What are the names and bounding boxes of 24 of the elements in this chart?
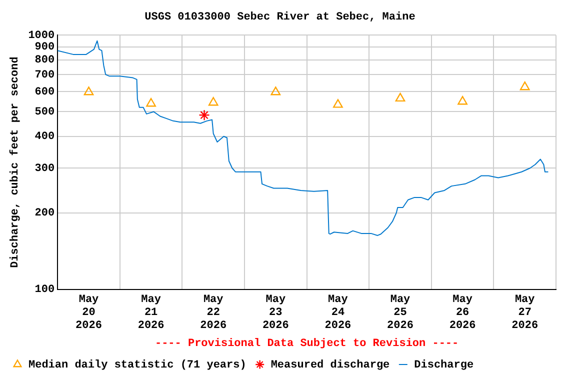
y-tick-label: 200: [34, 208, 55, 220]
y-tick-label: 300: [34, 162, 55, 175]
chart-title: USGS 01033000 Sebec River at Sebec, Maine: [144, 11, 416, 24]
x-tick-label: May 23 2026: [262, 294, 289, 332]
y-tick-label: 700: [34, 69, 55, 82]
y-tick-label: 1000: [28, 30, 55, 42]
y-tick-label: 800: [34, 54, 55, 67]
x-tick-label: May 21 2026: [138, 294, 164, 332]
y-tick-label: 500: [34, 106, 55, 118]
legend-label: Median daily statistic (71 years): [28, 359, 246, 372]
y-tick-label: 600: [34, 86, 55, 98]
legend-label: Discharge: [414, 359, 474, 372]
y-tick-label: 900: [34, 42, 55, 54]
y-tick-label: 400: [34, 131, 55, 144]
legend-label: Measured discharge: [270, 359, 390, 372]
x-tick-label: May 25 2026: [387, 294, 414, 332]
x-tick-label: May 26 2026: [449, 294, 476, 332]
text: ---- Provisional Data Subject to Revision ----: [154, 338, 459, 350]
y-tick-label: 100: [34, 284, 55, 296]
x-tick-label: May 20 2026: [76, 294, 102, 332]
x-tick-label: May 27 2026: [512, 294, 538, 332]
y-axis-title: Discharge, cubic feet per second: [8, 56, 22, 268]
x-tick-label: May 22 2026: [200, 294, 227, 332]
x-tick-label: May 24 2026: [324, 294, 352, 332]
